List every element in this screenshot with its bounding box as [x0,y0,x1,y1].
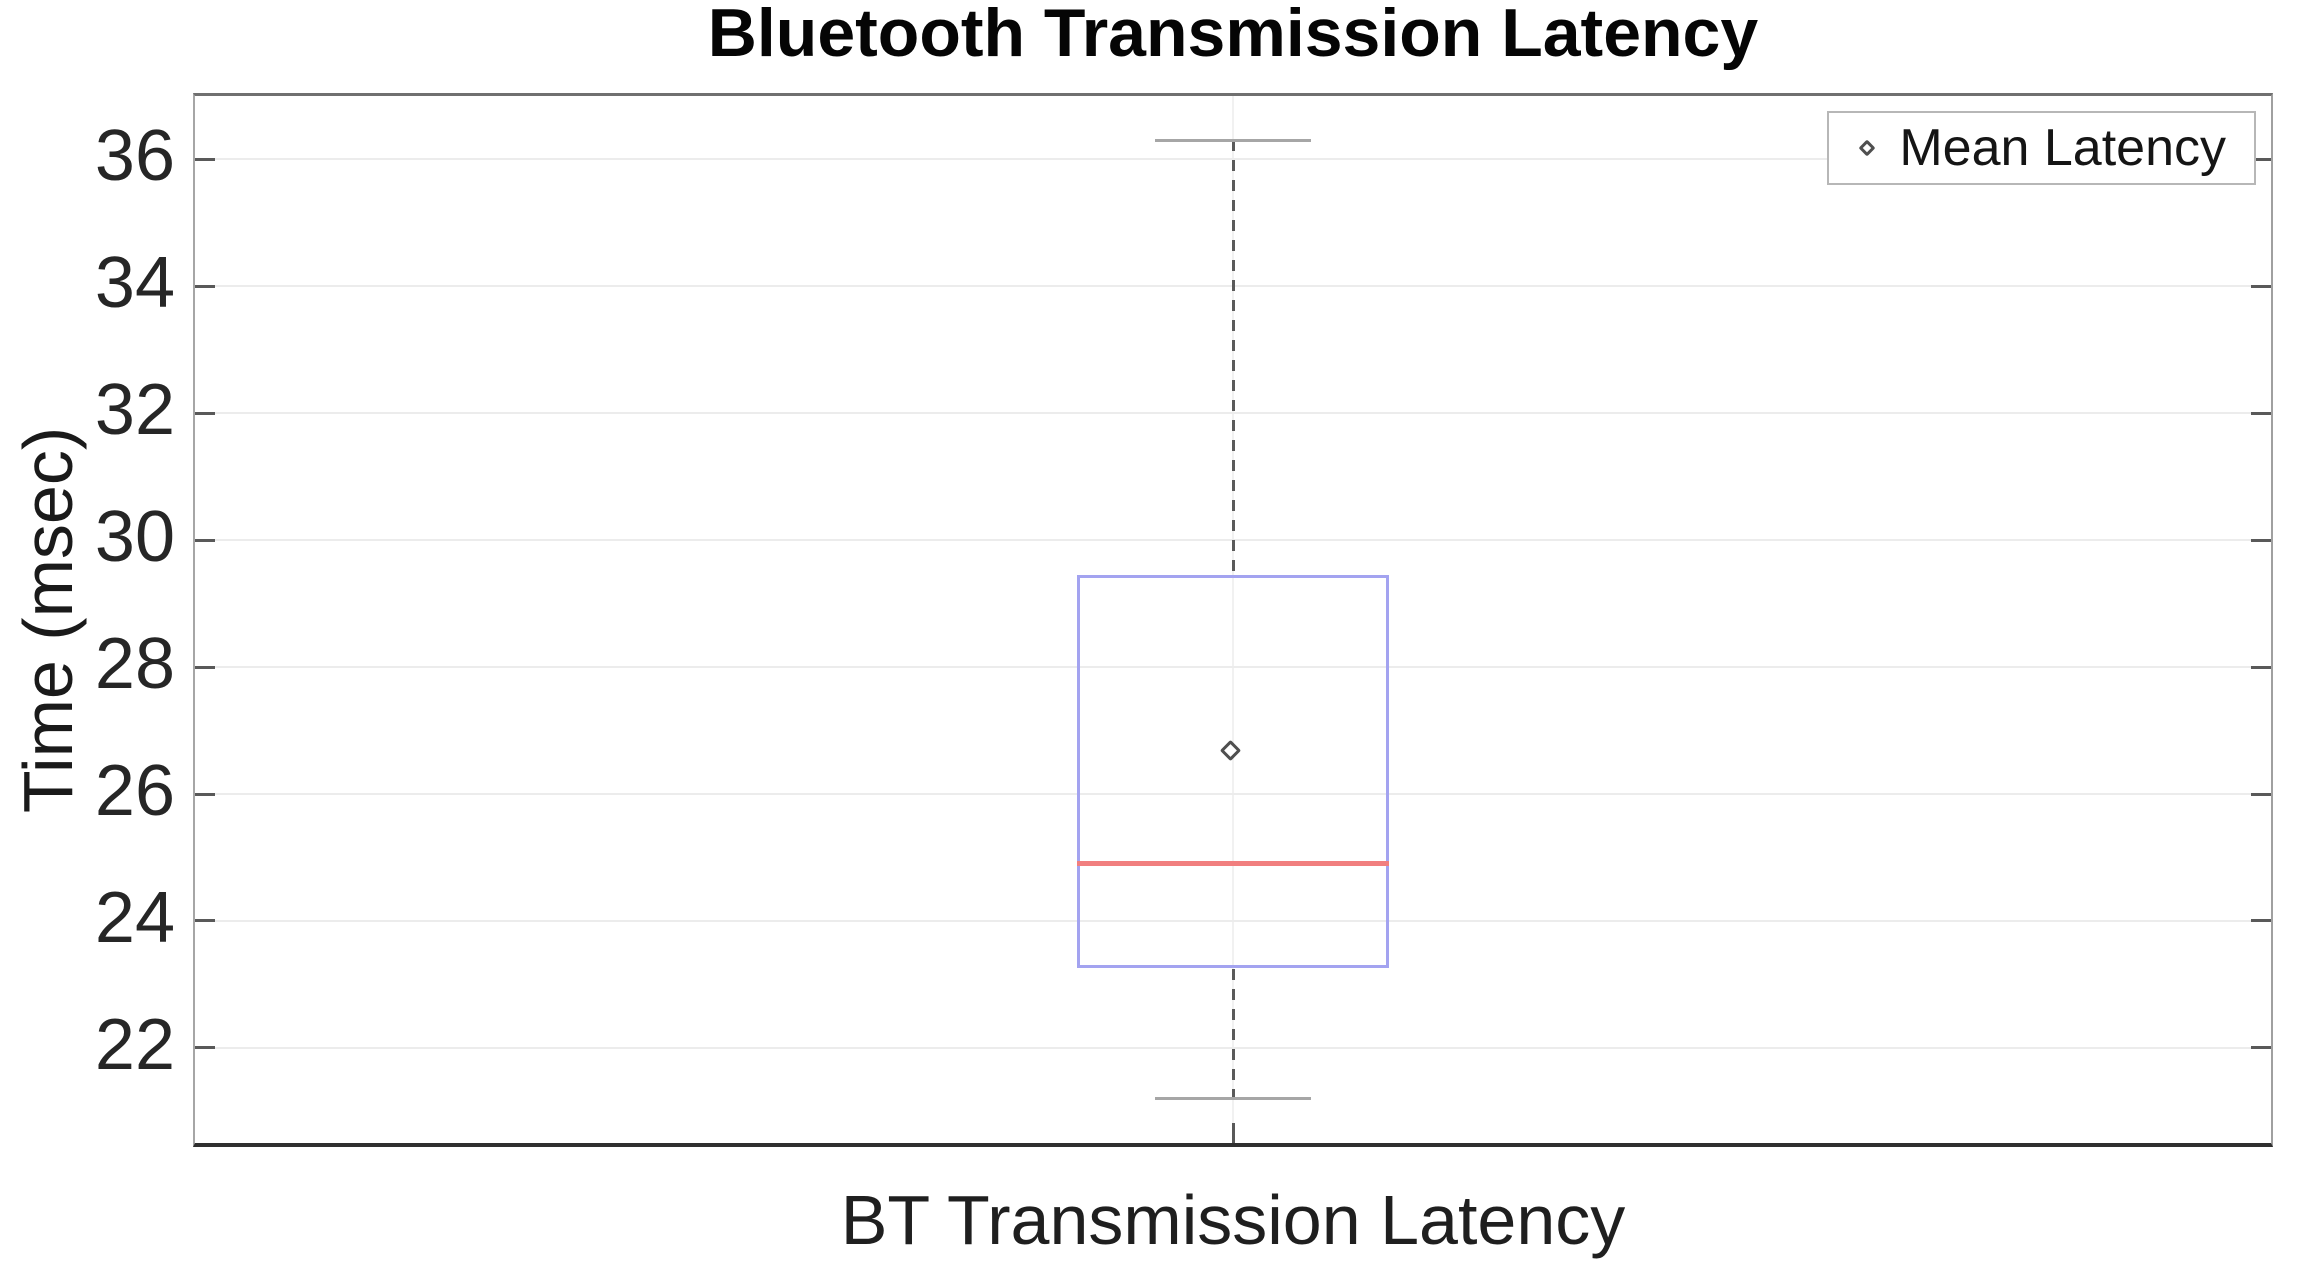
y-gridline [195,793,2271,795]
median-line [1077,861,1389,867]
lower-whisker [1231,968,1235,1099]
chart-title: Bluetooth Transmission Latency [707,0,1759,71]
y-tick-left [195,157,215,161]
y-tick-right [2251,411,2271,415]
lower-whisker-cap [1154,1097,1312,1101]
upper-whisker [1231,140,1235,576]
y-tick-label: 28 [94,624,175,705]
y-tick-right [2251,919,2271,923]
legend: Mean Latency [1827,111,2256,185]
y-tick-right [2251,538,2271,542]
y-tick-label: 30 [94,497,175,578]
y-tick-right [2251,1046,2271,1050]
y-tick-left [195,792,215,796]
iqr-box [1077,575,1389,969]
y-tick-label: 24 [94,877,175,958]
x-category-label: BT Transmission Latency [840,1181,1626,1259]
y-tick-left [195,1046,215,1050]
y-tick-right [2251,665,2271,669]
upper-whisker-cap [1154,138,1312,142]
y-tick-left [195,919,215,923]
y-tick-label: 36 [94,116,175,197]
y-tick-left [195,665,215,669]
y-tick-label: 34 [94,243,175,324]
y-tick-label: 32 [94,370,175,451]
y-gridline [195,666,2271,669]
y-tick-label: 26 [94,751,175,831]
y-tick-label: 22 [94,1004,175,1085]
y-tick-left [195,538,215,542]
y-tick-right [2251,157,2271,161]
y-tick-right [2251,284,2271,288]
x-tick [1231,1123,1235,1143]
y-tick-right [2251,792,2271,796]
plot-area: Mean Latency [193,93,2273,1147]
legend-label: Mean Latency [1899,119,2226,177]
y-tick-left [195,411,215,415]
y-tick-left [195,284,215,288]
y-gridline [195,919,2271,922]
x-gridline [1232,96,1234,1143]
mean-diamond-icon [1858,139,1876,157]
